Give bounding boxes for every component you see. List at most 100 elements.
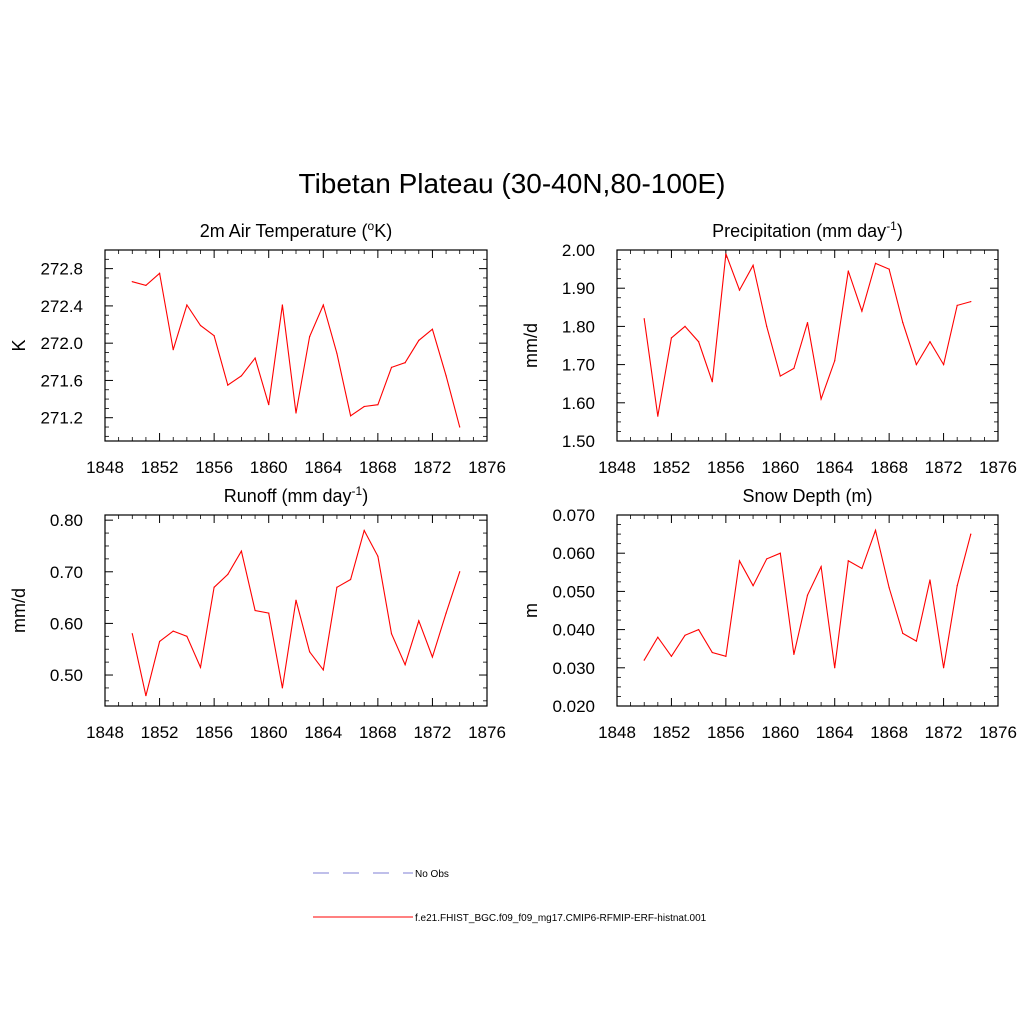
y-tick-label: 272.8 [40,260,83,279]
data-point [254,609,256,612]
y-tick-label: 1.80 [562,317,595,336]
data-point [322,669,324,671]
data-point [970,533,972,535]
data-point [431,328,434,330]
x-tick-label: 1864 [304,723,342,742]
data-point [418,339,420,341]
data-point [213,586,215,588]
y-tick-label: 271.2 [40,409,83,428]
data-point [459,426,461,428]
data-point [404,362,406,364]
y-tick-label: 0.040 [552,621,595,640]
data-point [240,375,243,377]
data-point [834,360,836,362]
data-point [227,384,229,386]
data-point [199,324,202,327]
data-point [254,357,256,359]
y-tick-label: 1.90 [562,279,595,298]
panel-title: Precipitation (mm day-1) [712,219,903,241]
y-tick-label: 0.020 [552,697,595,716]
data-point [779,552,781,554]
x-tick-label: 1876 [468,723,506,742]
x-tick-label: 1868 [359,723,397,742]
data-point [738,560,741,562]
data-point [711,381,713,383]
data-point [213,335,215,337]
data-point [336,586,338,588]
data-point [956,304,958,306]
data-point [158,272,161,274]
plot-frame [616,249,999,442]
y-tick-label: 272.4 [40,297,83,316]
series-line [643,528,972,668]
figure-title: Tibetan Plateau (30-40N,80-100E) [298,168,726,199]
y-tick-label: 0.50 [50,666,83,685]
data-point [711,651,713,654]
data-point [240,550,243,552]
x-tick-label: 1848 [598,723,636,742]
y-tick-label: 2.00 [562,241,595,260]
y-tick-label: 0.80 [50,511,83,530]
data-point [309,651,311,653]
series-line [132,272,461,428]
x-tick-label: 1864 [304,458,342,477]
x-tick-label: 1856 [195,723,233,742]
x-tick-label: 1848 [86,458,124,477]
x-tick-label: 1852 [141,458,179,477]
y-axis-label: K [9,339,29,351]
x-tick-label: 1848 [598,458,636,477]
data-point [431,656,434,658]
data-point [874,529,877,531]
data-point [847,270,849,272]
x-tick-label: 1876 [979,458,1017,477]
x-tick-label: 1856 [707,723,745,742]
x-tick-label: 1860 [761,458,799,477]
series-line [643,253,971,417]
x-tick-label: 1868 [359,458,397,477]
y-tick-label: 0.050 [552,582,595,601]
data-point [738,289,741,291]
plot-frame [616,514,999,707]
data-point [643,659,645,661]
data-point [445,375,447,377]
data-point [390,633,393,635]
data-point [929,579,931,581]
data-point [309,336,311,338]
y-tick-label: 1.70 [562,356,595,375]
data-point [643,318,645,320]
data-point [158,640,161,643]
data-point [766,558,768,560]
data-point [834,667,836,669]
data-point [779,375,781,377]
data-point [281,687,283,689]
data-point [363,529,365,532]
data-point [377,555,379,557]
data-point [363,405,365,408]
y-tick-label: 0.60 [50,614,83,633]
data-point [752,585,754,587]
x-tick-label: 1852 [653,723,691,742]
panel-title: Snow Depth (m) [742,486,872,506]
x-tick-label: 1868 [870,458,908,477]
data-point [268,612,270,614]
x-tick-label: 1872 [925,723,963,742]
data-point [131,281,133,283]
data-point [172,349,174,351]
data-point [295,412,297,414]
data-point [956,585,958,587]
chart-panel-1: 2m Air Temperature (oK) K 1848 1852 1856 1860… [9,219,506,477]
data-point [227,573,229,575]
data-point [295,599,297,601]
data-point [942,667,945,669]
data-point [793,653,795,656]
data-point [820,565,822,568]
data-point [915,364,917,366]
data-point [902,632,904,635]
data-point [657,636,659,638]
data-point [970,300,972,303]
data-point [281,304,283,306]
data-point [725,253,727,255]
data-point [349,578,352,581]
